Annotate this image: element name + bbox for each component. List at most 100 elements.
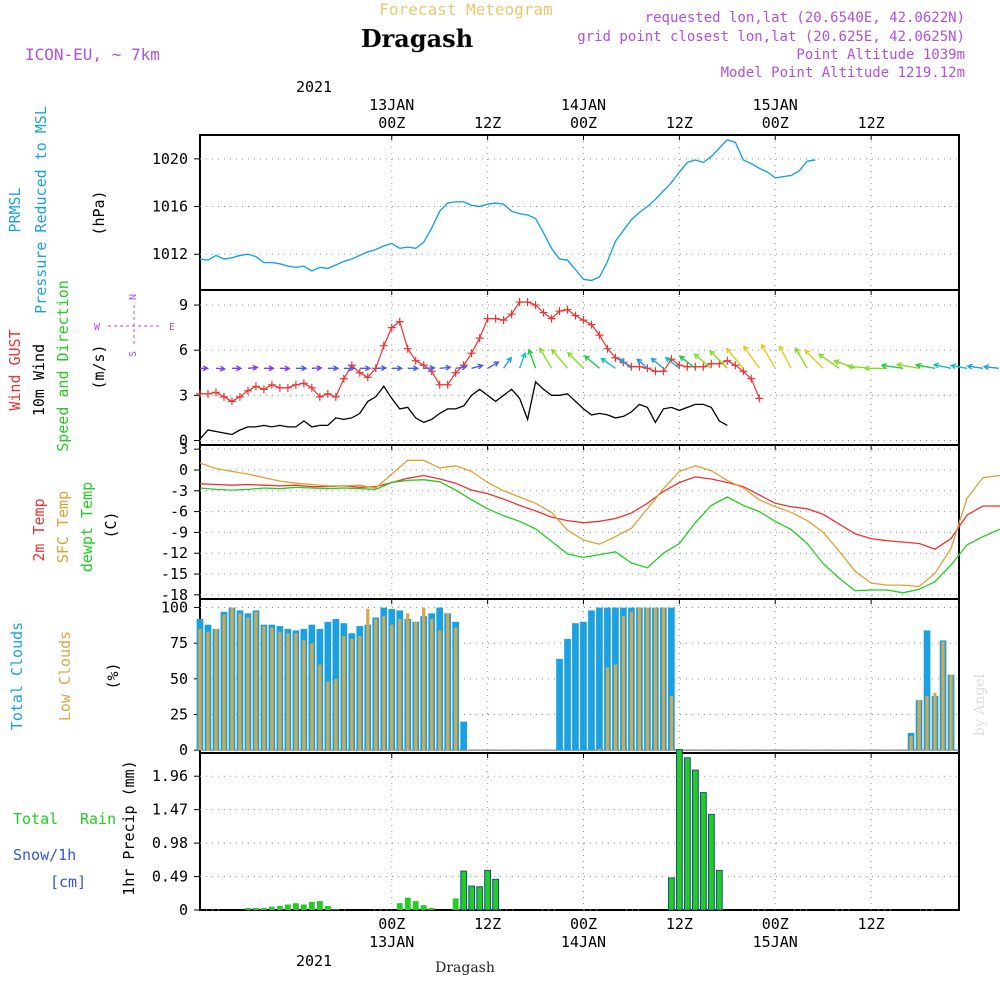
low-cloud-bar	[645, 607, 649, 751]
precip-bar	[676, 749, 683, 911]
t2m-label: 2m Temp	[30, 498, 48, 561]
precip-bar	[468, 885, 476, 911]
low-cloud-bar	[941, 641, 945, 751]
precip-bar	[277, 905, 283, 910]
wind-arrow	[359, 365, 372, 372]
precip-bar	[420, 905, 427, 910]
wind-side-labels: Wind GUST 10m Wind Speed and Direction (…	[6, 280, 175, 452]
panels: 101210161020036930-3-6-9-12-15-180255075…	[152, 134, 1000, 919]
gust-marker	[611, 353, 620, 362]
gust-line	[200, 301, 760, 403]
precip-bar	[492, 878, 500, 911]
top-hour-label: 00Z	[570, 114, 597, 132]
gust-marker	[451, 368, 460, 377]
compass-e: E	[169, 322, 175, 333]
gust-marker	[555, 307, 564, 316]
gust-marker	[579, 316, 588, 325]
top-year-label: 2021	[296, 78, 332, 96]
pressure-frame	[199, 134, 960, 291]
wind-arrow	[600, 357, 616, 369]
gust-marker	[651, 367, 660, 376]
footer-location: Dragash	[435, 960, 495, 976]
watermark: by Angel	[972, 673, 988, 736]
precip-ytick-label: 0.98	[152, 834, 188, 852]
gust-marker	[683, 362, 692, 371]
low-cloud-bar	[661, 607, 665, 751]
top-hour-label: 12Z	[858, 114, 885, 132]
low-cloud-bar	[326, 681, 330, 751]
pressure-panel: 1012 1016 1020	[152, 134, 960, 291]
gust-marker	[635, 362, 644, 371]
total-cloud-bar	[460, 721, 467, 751]
low-cloud-bar	[933, 693, 937, 751]
gust-marker	[571, 311, 580, 320]
gust-marker	[531, 301, 540, 310]
gust-marker	[315, 392, 324, 401]
wind-arrow	[880, 362, 904, 369]
wind-arrow	[539, 346, 553, 369]
clouds-ytick-label: 75	[170, 634, 188, 652]
low-cloud-bar	[366, 609, 370, 751]
gust-marker	[707, 359, 716, 368]
wind-arrow	[693, 353, 712, 369]
wind-arrow	[455, 364, 468, 371]
sfc-label: SFC Temp	[54, 491, 72, 563]
gust-marker	[539, 308, 548, 317]
gust-marker	[363, 373, 372, 382]
low-cloud-bar	[398, 619, 402, 751]
wind-arrow	[343, 365, 356, 372]
gust-marker	[491, 314, 500, 323]
wind-frame	[199, 289, 960, 446]
low-cloud-bar	[637, 607, 641, 751]
low-cloud-bar	[302, 640, 306, 751]
low-cloud-bar	[286, 633, 290, 751]
gust-marker	[411, 356, 420, 365]
low-cloud-bar	[342, 636, 346, 751]
low-cloud-bar	[613, 664, 618, 751]
wind-arrow	[804, 349, 824, 369]
grid-point-coords: grid point closest lon,lat (20.625E, 42.…	[577, 29, 965, 45]
gust-marker	[547, 314, 556, 323]
low-cloud-bar	[621, 616, 625, 751]
precip-bar	[476, 886, 484, 911]
gust-marker	[259, 385, 268, 394]
wind-arrow	[678, 355, 696, 369]
wind-arrow	[664, 356, 680, 369]
gust-marker	[523, 298, 532, 307]
low-cloud-bar	[430, 619, 434, 751]
wind-arrow	[743, 345, 760, 369]
bottom-hour-label: 12Z	[858, 915, 885, 933]
gust-marker	[267, 380, 276, 389]
temperature-ytick-label: -12	[161, 544, 188, 562]
wind-arrow	[863, 365, 888, 372]
top-hour-label: 12Z	[666, 114, 693, 132]
precip-bar	[428, 908, 435, 910]
low-cloud-bar	[206, 631, 210, 751]
gust-marker	[379, 341, 388, 350]
low-cloud-bar	[230, 607, 234, 751]
low-cloud-bar	[310, 643, 314, 751]
low-cloud-bar	[350, 638, 354, 751]
low-cloud-bar	[406, 613, 410, 751]
low-cloud-bar	[949, 674, 953, 751]
clouds-ytick-label: 100	[161, 599, 188, 617]
gust-marker	[731, 361, 740, 370]
gust-marker	[355, 368, 364, 377]
total-cloud-bar	[580, 621, 587, 751]
temperature-ytick-label: -18	[161, 586, 188, 604]
low-cloud-bar	[917, 700, 921, 751]
precip-frame	[199, 752, 960, 911]
gust-marker	[499, 316, 508, 325]
wind-arrow	[471, 363, 484, 370]
low-cloud-bar	[254, 611, 258, 751]
low-cloud-bar	[414, 621, 418, 751]
precip-bar	[412, 901, 419, 910]
precip-bar	[460, 870, 468, 911]
precip-ytick-label: 1.96	[152, 767, 188, 785]
gust-marker	[595, 331, 604, 340]
gust-marker	[339, 374, 348, 383]
precip-bar	[484, 869, 492, 911]
temp-side-labels: 2m Temp SFC Temp dewpt Temp (C)	[30, 482, 120, 572]
